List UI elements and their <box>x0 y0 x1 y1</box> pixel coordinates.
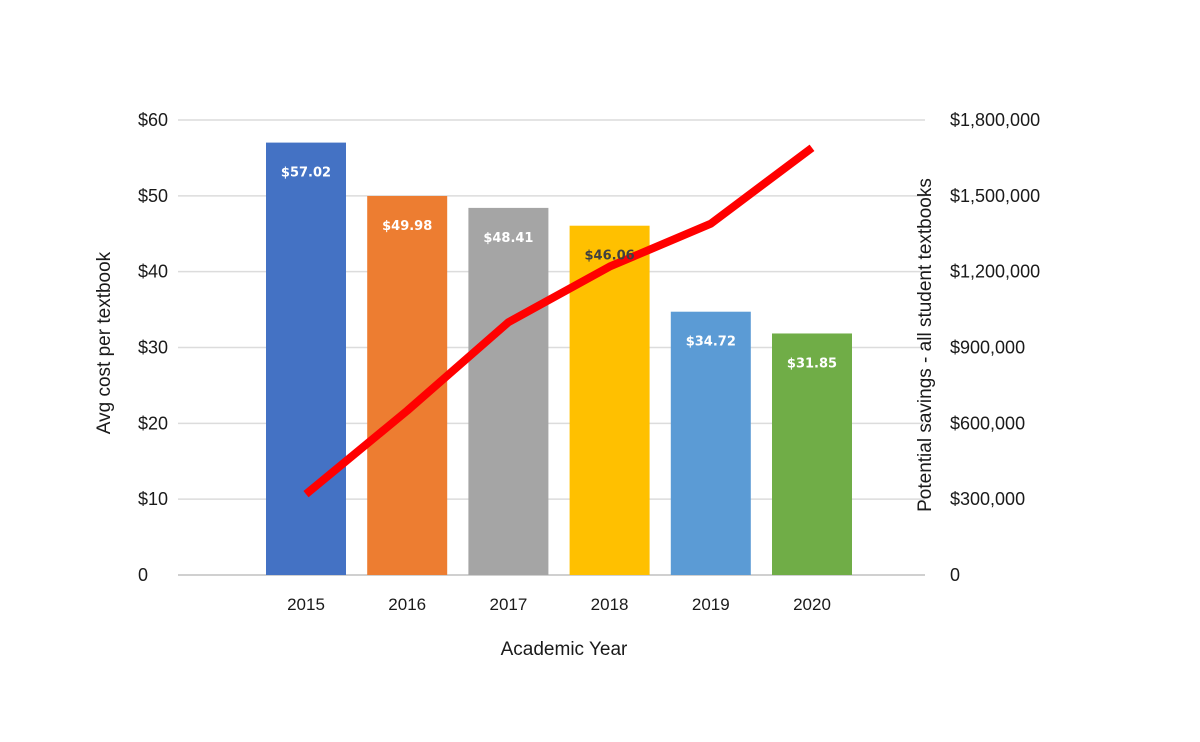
y-tick-label: $60 <box>138 110 168 130</box>
bar-data-label: $31.85 <box>787 356 837 371</box>
x-tick-label: 2016 <box>388 595 426 614</box>
bar-data-label: $57.02 <box>281 166 331 181</box>
y2-tick-label: $1,800,000 <box>950 110 1040 130</box>
y2-tick-label: 0 <box>950 565 960 585</box>
x-tick-label: 2018 <box>591 595 629 614</box>
bar-data-label: $34.72 <box>686 335 736 350</box>
x-tick-label: 2020 <box>793 595 831 614</box>
bars <box>266 142 852 576</box>
y2-tick-label: $600,000 <box>950 413 1025 433</box>
y2-tick-label: $900,000 <box>950 338 1025 358</box>
y2-tick-label: $1,200,000 <box>950 262 1040 282</box>
y2-tick-label: $1,500,000 <box>950 186 1040 206</box>
x-tick-label: 2015 <box>287 595 325 614</box>
y-tick-label: $40 <box>138 262 168 282</box>
bar-data-label: $48.41 <box>483 231 533 246</box>
savings-line-path <box>303 144 815 498</box>
y-tick-label: 0 <box>138 565 148 585</box>
labels: 0 0 $10 $300,000 $20 $600,000 $30 $900,000 $40 $1… <box>138 110 1040 614</box>
y2-tick-label: $300,000 <box>950 489 1025 509</box>
y-tick-label: $30 <box>138 338 168 358</box>
y2-axis-title: Potential savings - all student textbook… <box>915 178 936 512</box>
y-axis-title: Avg cost per textbook <box>94 251 115 434</box>
bar <box>266 142 346 575</box>
x-axis-title: Academic Year <box>501 639 628 660</box>
bar <box>468 207 549 575</box>
x-tick-label: 2017 <box>489 595 527 614</box>
bar <box>670 311 751 575</box>
bar-data-label: $49.98 <box>382 219 432 234</box>
x-tick-label: 2019 <box>692 595 730 614</box>
bar <box>772 333 852 575</box>
y-tick-label: $50 <box>138 186 168 206</box>
savings-line <box>303 144 815 498</box>
bar-data-label: $46.06 <box>585 249 635 264</box>
y-tick-label: $10 <box>138 489 168 509</box>
y-tick-label: $20 <box>138 413 168 433</box>
